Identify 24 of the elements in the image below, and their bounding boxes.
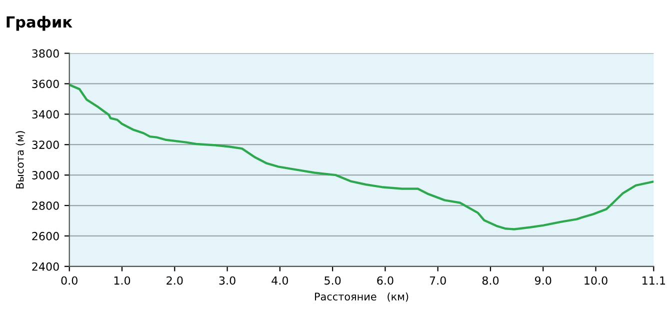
y-tick-label: 3800 (32, 49, 59, 58)
y-tick-label: 3600 (32, 80, 59, 88)
x-tick-label: 2.0 (166, 276, 183, 285)
x-tick-label: 11.1 (642, 276, 666, 285)
y-tick-label: 3000 (32, 171, 59, 180)
x-tick-label: 9.0 (534, 276, 552, 285)
y-tick-label: 2800 (32, 201, 59, 210)
y-tick-label: 3400 (32, 110, 59, 119)
x-tick-label: 7.0 (430, 276, 446, 285)
x-tick-label: 4.0 (272, 276, 288, 285)
y-axis-title: Высота (м) (16, 131, 26, 188)
y-tick-label: 3200 (32, 140, 59, 149)
line-series (69, 84, 654, 230)
y-tick-label: 2400 (32, 262, 59, 271)
x-tick-label: 8.0 (482, 276, 499, 285)
chart-title: График (6, 16, 72, 31)
y-tick-label: 2600 (32, 232, 59, 240)
x-tick-label: 1.0 (114, 276, 130, 285)
x-tick-label: 5.0 (324, 276, 341, 285)
x-tick-label: 10.0 (584, 276, 608, 285)
x-axis-title: Расстояние (км) (315, 292, 408, 302)
x-tick-label: 3.0 (219, 276, 236, 285)
x-tick-label: 6.0 (377, 276, 394, 285)
x-tick-label: 0.0 (61, 276, 78, 285)
